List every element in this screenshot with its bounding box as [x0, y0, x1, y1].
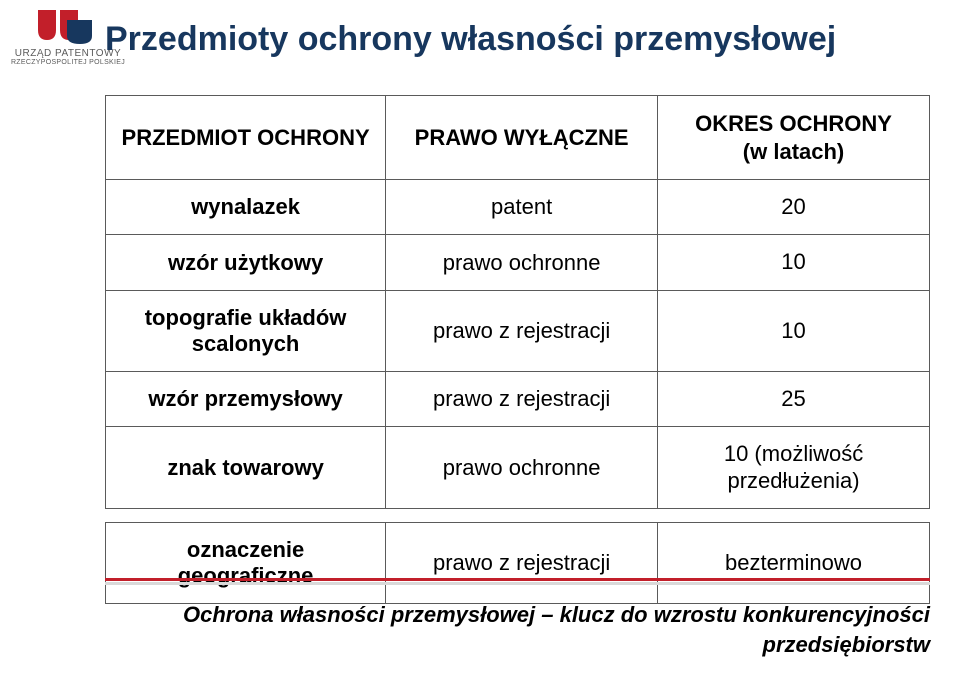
cell-subject: oznaczenie geograficzne — [106, 522, 386, 603]
table-row: wzór użytkowy prawo ochronne 10 — [106, 235, 930, 290]
cell-right: prawo ochronne — [386, 235, 658, 290]
footer-text: Ochrona własności przemysłowej – klucz d… — [105, 600, 930, 659]
cell-subject: znak towarowy — [106, 427, 386, 509]
cell-subject: wzór użytkowy — [106, 235, 386, 290]
table-row: wzór przemysłowy prawo z rejestracji 25 — [106, 371, 930, 426]
cell-subject: wynalazek — [106, 180, 386, 235]
table-row: wynalazek patent 20 — [106, 180, 930, 235]
col-header-period: OKRES OCHRONY (w latach) — [658, 96, 930, 180]
slide-content: Przedmioty ochrony własności przemysłowe… — [105, 20, 930, 604]
table-row: topografie układów scalonych prawo z rej… — [106, 290, 930, 371]
table-row: znak towarowy prawo ochronne 10 (możliwo… — [106, 427, 930, 509]
table-gap-row — [106, 508, 930, 522]
cell-value: 20 — [658, 180, 930, 235]
divider-bottom-bar — [105, 582, 930, 585]
divider-top-bar — [105, 578, 930, 581]
cell-subject: topografie układów scalonych — [106, 290, 386, 371]
table-row: oznaczenie geograficzne prawo z rejestra… — [106, 522, 930, 603]
cell-value: 10 — [658, 235, 930, 290]
cell-right: prawo z rejestracji — [386, 371, 658, 426]
cell-value: 10 (możliwość przedłużenia) — [658, 427, 930, 509]
cell-right: prawo ochronne — [386, 427, 658, 509]
cell-value: 25 — [658, 371, 930, 426]
col-header-subject: PRZEDMIOT OCHRONY — [106, 96, 386, 180]
logo-icon — [34, 6, 102, 46]
cell-right: prawo z rejestracji — [386, 290, 658, 371]
divider — [105, 578, 930, 585]
protection-table: PRZEDMIOT OCHRONY PRAWO WYŁĄCZNE OKRES O… — [105, 95, 930, 604]
cell-value: 10 — [658, 290, 930, 371]
cell-right: patent — [386, 180, 658, 235]
table-header-row: PRZEDMIOT OCHRONY PRAWO WYŁĄCZNE OKRES O… — [106, 96, 930, 180]
page-title: Przedmioty ochrony własności przemysłowe… — [105, 20, 930, 59]
cell-value: bezterminowo — [658, 522, 930, 603]
cell-subject: wzór przemysłowy — [106, 371, 386, 426]
cell-right: prawo z rejestracji — [386, 522, 658, 603]
col-header-right: PRAWO WYŁĄCZNE — [386, 96, 658, 180]
